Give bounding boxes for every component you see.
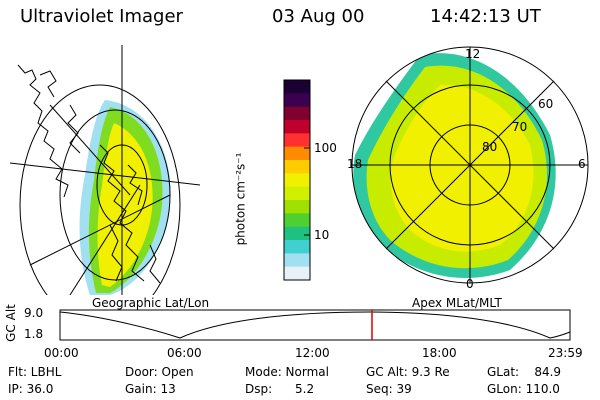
timeline-xtick-1200: 12:00 (295, 346, 330, 360)
colorbar-stripe (284, 186, 310, 201)
status-ip: IP: 36.0 (8, 382, 54, 396)
mlt-label-12: 12 (465, 47, 481, 61)
colorbar-stripe (284, 80, 310, 94)
mlt-label-6: 6 (578, 157, 586, 171)
mlt-label-18: 18 (347, 157, 363, 171)
polar-map-caption: Apex MLat/MLT (412, 296, 502, 310)
colorbar-stripe (284, 160, 310, 174)
status-flt: Flt: LBHL (8, 365, 62, 379)
colorbar-stripe (284, 200, 310, 214)
colorbar-stripe (284, 106, 310, 121)
mlat-label-80: 80 (482, 140, 498, 154)
colorbar-stripe (284, 120, 310, 134)
status-glat: GLat: 84.9 (487, 365, 562, 379)
colorbar-stripe (284, 93, 310, 108)
colorbar-stripe (284, 253, 310, 268)
status-mode: Mode: Normal (245, 365, 329, 379)
colorbar (283, 79, 311, 281)
timeline-xtick-0600: 06:00 (167, 346, 202, 360)
timeline-xtick-0000: 00:00 (44, 346, 79, 360)
mlat-label-70: 70 (512, 120, 528, 134)
colorbar-stripe (284, 146, 310, 161)
altitude-curve (59, 311, 571, 339)
status-seq: Seq: 39 (366, 382, 412, 396)
status-gc-alt: GC Alt: 9.3 Re (366, 365, 450, 379)
colorbar-stripe (284, 133, 310, 148)
status-door: Door: Open (125, 365, 194, 379)
status-dsp: Dsp: 5.2 (245, 382, 315, 396)
mlat-label-60: 60 (538, 97, 554, 111)
timeline-ytick-high: 9.0 (24, 306, 44, 320)
colorbar-unit-label: photon cm⁻²s⁻¹ (233, 152, 248, 246)
aurora-yellow-core (97, 123, 153, 287)
timeline-xtick-1800: 18:00 (422, 346, 457, 360)
geographic-map (10, 45, 200, 295)
polar-map (351, 46, 589, 284)
timeline-ytick-low: 1.8 (24, 327, 44, 341)
colorbar-stripe (284, 240, 310, 254)
instrument-title: Ultraviolet Imager (20, 6, 183, 27)
polar-aurora-core (390, 84, 534, 252)
mlt-label-0: 0 (466, 277, 474, 291)
date-label: 03 Aug 00 (272, 6, 365, 27)
altitude-timeline (59, 309, 571, 341)
colorbar-stripe (284, 213, 310, 228)
timeline-xtick-2359: 23:59 (548, 346, 583, 360)
colorbar-stripe (284, 226, 310, 241)
time-label: 14:42:13 UT (430, 6, 541, 27)
status-gain: Gain: 13 (125, 382, 176, 396)
timeline-ylabel: GC Alt (3, 304, 18, 342)
colorbar-stripe (284, 173, 310, 188)
status-glon: GLon: 110.0 (487, 382, 560, 396)
colorbar-stripe (284, 266, 310, 281)
colorbar-tick-10: 10 (314, 228, 330, 242)
colorbar-tick-100: 100 (314, 141, 337, 155)
geo-map-caption: Geographic Lat/Lon (92, 296, 210, 310)
